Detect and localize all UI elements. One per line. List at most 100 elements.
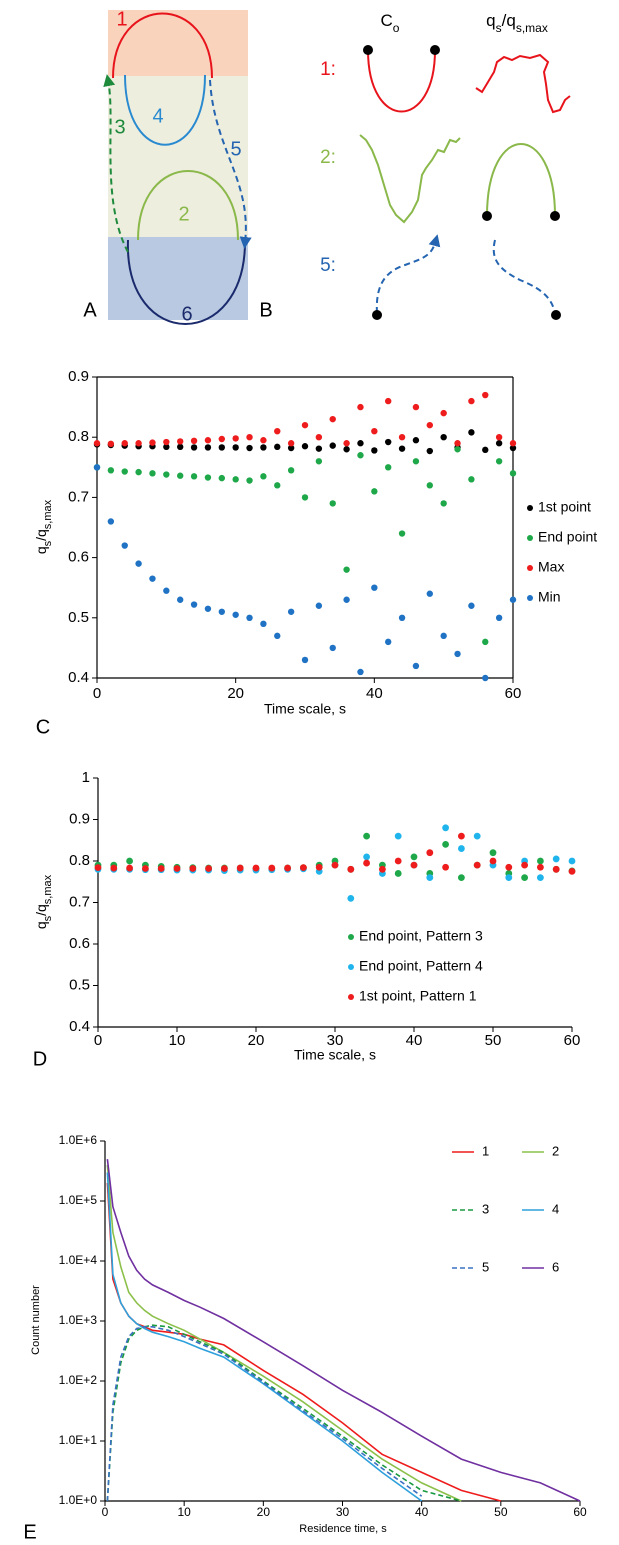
legend-swatch <box>348 934 354 940</box>
y-tick-label: 1.0E+4 <box>59 1253 98 1267</box>
point <box>205 865 213 872</box>
y-title-part: s,max <box>42 499 54 529</box>
point <box>440 434 447 441</box>
y-tick-label: 0.9 <box>68 368 89 385</box>
point <box>301 494 309 501</box>
point <box>142 865 149 872</box>
legend-swatch <box>527 595 533 601</box>
row-label: 5: <box>320 255 336 276</box>
x-axis-title: Residence time, s <box>299 1523 387 1535</box>
point <box>509 470 517 477</box>
point <box>509 440 517 447</box>
header-part: o <box>393 21 400 35</box>
point <box>495 458 503 465</box>
x-tick-label: 20 <box>248 1032 265 1049</box>
point <box>246 444 253 452</box>
point <box>489 857 497 865</box>
legend-label: Max <box>538 559 564 575</box>
point <box>412 437 420 444</box>
point <box>221 865 228 872</box>
point <box>94 864 102 872</box>
y-tick-label: 0.5 <box>68 609 89 626</box>
point <box>537 874 544 881</box>
y-tick-label: 0.8 <box>69 852 90 869</box>
panel-label: D <box>33 1048 47 1070</box>
point <box>157 865 165 872</box>
point <box>458 832 465 840</box>
band-middle <box>108 76 248 237</box>
y-title-part: s,max <box>42 874 54 904</box>
row-label: 2: <box>320 147 336 168</box>
point <box>495 434 503 441</box>
y-tick-label: 1 <box>82 769 90 786</box>
point <box>246 477 253 484</box>
legend-label: 4 <box>552 1201 559 1216</box>
point <box>284 864 291 872</box>
point <box>509 444 517 452</box>
point <box>301 421 309 429</box>
point <box>509 596 517 603</box>
point <box>173 865 181 872</box>
point <box>568 857 576 865</box>
point <box>363 832 370 840</box>
point <box>126 864 133 872</box>
y-tick-label: 0.7 <box>69 893 90 910</box>
point <box>204 437 212 444</box>
y-tick-label: 1.0E+3 <box>59 1313 98 1327</box>
point <box>107 467 115 474</box>
curve-label: 2 <box>178 203 189 225</box>
panel-label: C <box>36 716 50 738</box>
curve-label: 6 <box>181 303 192 325</box>
point <box>426 590 433 597</box>
point <box>107 440 115 448</box>
point <box>135 560 142 567</box>
legend-label: End point, Pattern 3 <box>359 928 483 944</box>
point <box>329 644 336 652</box>
point <box>458 845 465 852</box>
point <box>482 638 489 646</box>
point <box>454 650 461 658</box>
point <box>394 832 402 840</box>
curve-6 <box>126 239 247 325</box>
point <box>218 444 225 451</box>
x-axis-title: Time scale, s <box>264 701 346 717</box>
x-tick-label: 0 <box>102 1505 109 1519</box>
x-tick-label: 0 <box>93 685 101 702</box>
header-part: C <box>381 11 393 30</box>
point <box>454 446 461 453</box>
point <box>394 870 402 877</box>
curve-5 <box>209 79 252 249</box>
point <box>552 855 560 863</box>
curve-2 <box>137 170 239 241</box>
panel-label: B <box>259 299 272 321</box>
point <box>232 611 239 618</box>
series-line <box>106 1159 581 1502</box>
point <box>473 832 481 840</box>
point <box>315 434 323 441</box>
point <box>385 638 392 646</box>
sketch <box>492 239 556 314</box>
point <box>343 596 350 603</box>
point <box>260 620 267 628</box>
point <box>252 864 260 872</box>
header-part: q <box>486 11 495 30</box>
point <box>357 440 364 447</box>
y-axis-title: qs/qs,max <box>33 499 54 554</box>
point <box>371 427 378 435</box>
curve-label: 5 <box>230 138 241 160</box>
point <box>93 440 101 447</box>
header-part: s <box>496 21 502 35</box>
point <box>121 468 128 475</box>
point <box>190 601 198 608</box>
point <box>363 853 370 861</box>
series-line <box>106 1324 462 1502</box>
legend-label: End point <box>538 529 597 545</box>
point <box>301 443 309 450</box>
y-title-part: /q <box>33 529 49 541</box>
point <box>343 446 350 453</box>
y-tick-label: 0.4 <box>69 1018 90 1035</box>
point <box>410 861 418 869</box>
point <box>110 864 118 872</box>
